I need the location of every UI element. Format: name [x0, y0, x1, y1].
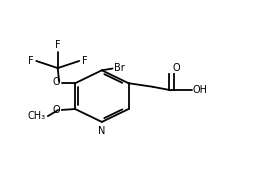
Text: F: F — [55, 40, 61, 50]
Text: OH: OH — [192, 85, 207, 95]
Text: F: F — [82, 56, 87, 66]
Text: Br: Br — [114, 63, 125, 73]
Text: F: F — [28, 56, 34, 66]
Text: O: O — [53, 77, 60, 87]
Text: O: O — [53, 105, 60, 115]
Text: CH₃: CH₃ — [28, 111, 46, 121]
Text: O: O — [173, 62, 180, 73]
Text: N: N — [98, 126, 106, 136]
